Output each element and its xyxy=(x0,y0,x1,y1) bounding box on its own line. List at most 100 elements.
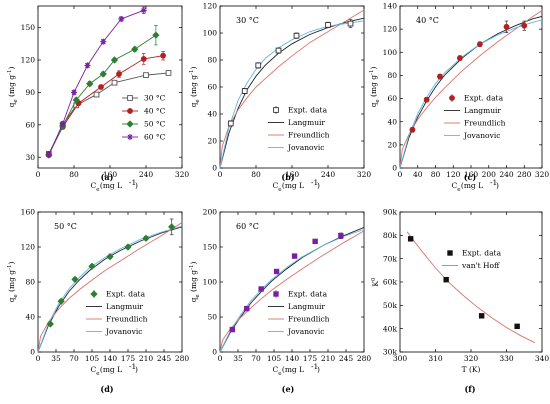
series-c50 xyxy=(45,25,160,159)
y-tick-label: 120 xyxy=(203,2,218,11)
expt-point xyxy=(258,286,264,292)
y-tick-label: 0 xyxy=(212,348,217,357)
x-tick-label: 120 xyxy=(446,170,461,179)
y-tick-label: 80 xyxy=(387,71,397,80)
x-tick-label: 160 xyxy=(103,170,118,179)
y-tick-label: 120 xyxy=(21,56,36,65)
legend-entry: van't Hoff xyxy=(461,261,500,270)
x-tick-label: 240 xyxy=(139,170,154,179)
y-tick-label: 70k xyxy=(383,254,398,263)
fit-line-langmuir xyxy=(399,15,543,169)
x-axis-label-unit: (mg L xyxy=(282,181,304,190)
y-tick-label: 200 xyxy=(203,208,218,217)
fit-line-freundlich xyxy=(219,230,365,353)
legend-marker xyxy=(273,291,279,297)
legend-entry: Expt. data xyxy=(464,94,504,103)
expt-point xyxy=(227,120,234,127)
data-point xyxy=(116,71,122,77)
x-tick-label: 310 xyxy=(428,354,443,363)
expt-point xyxy=(88,262,96,270)
legend-entry: Expt. data xyxy=(106,290,146,299)
x-tick-label: 35 xyxy=(233,354,243,363)
fit-line-freundlich xyxy=(37,222,183,353)
x-tick-label: 300 xyxy=(393,354,408,363)
y-tick-label: 60 xyxy=(25,120,35,129)
legend-marker xyxy=(447,250,453,256)
data-point xyxy=(143,72,149,78)
y-axis-label: qe (mg g-1) xyxy=(7,262,19,303)
x-tick-label: 245 xyxy=(157,354,172,363)
y-tick-label: 160 xyxy=(21,208,36,217)
y-tick-label: 50 xyxy=(207,313,217,322)
legend-marker xyxy=(127,95,133,101)
panel-label: (a) xyxy=(101,172,114,182)
y-tick-label: 20 xyxy=(387,140,397,149)
legend-marker xyxy=(127,108,133,114)
legend-entry: Freundlich xyxy=(288,315,330,324)
data-point xyxy=(152,31,160,39)
x-tick-label: 240 xyxy=(321,170,336,179)
y-tick-label: 50k xyxy=(383,301,398,310)
fit-line-freundlich xyxy=(399,10,543,169)
y-tick-label: 40 xyxy=(387,117,397,126)
data-point xyxy=(93,91,100,98)
legend-entry: Expt. data xyxy=(288,290,328,299)
x-tick-label: 35 xyxy=(51,354,61,363)
x-tick-label: 175 xyxy=(121,354,136,363)
y-tick-label: 30 xyxy=(25,153,35,162)
y-axis-label: qe (mg g-1) xyxy=(7,67,19,108)
data-point xyxy=(59,120,66,127)
x-axis-label-unit: (mg L xyxy=(282,365,304,374)
x-axis-label-close: ) xyxy=(496,181,499,190)
x-tick-label: 40 xyxy=(413,170,423,179)
x-tick-label: 280 xyxy=(175,354,190,363)
expt-point xyxy=(437,73,443,80)
y-tick-label: 40 xyxy=(207,110,217,119)
legend-entry: Freundlich xyxy=(464,119,506,128)
series-line xyxy=(48,34,157,156)
y-tick-label: 30k xyxy=(383,348,398,357)
expt-point xyxy=(46,320,54,328)
y-axis-label: qe (mg g-1) xyxy=(189,262,201,303)
expt-point xyxy=(293,32,300,39)
expt-point xyxy=(229,326,236,333)
x-tick-label: 240 xyxy=(499,170,514,179)
panel-label: (f) xyxy=(464,384,475,394)
y-axis-label: qe (mg g-1) xyxy=(369,67,381,108)
plot-frame xyxy=(37,5,183,169)
x-tick-label: 80 xyxy=(431,170,441,179)
x-axis-label: Ce xyxy=(272,181,281,193)
y-tick-label: 120 xyxy=(21,243,36,252)
expt-point xyxy=(124,243,132,251)
x-tick-label: 245 xyxy=(339,354,354,363)
y-tick-label: 60 xyxy=(387,94,397,103)
x-axis-label-unit: (mg L xyxy=(461,181,483,190)
x-axis-label: T (K) xyxy=(462,365,481,374)
chart-panel-5: 0 35 70 105 140 175 210 245 280 0 50 100 150 200 Ce (m… xyxy=(189,208,371,394)
y-tick-label: 40k xyxy=(383,324,398,333)
y-tick-label: 100 xyxy=(203,29,218,38)
fit-line-jovanovic xyxy=(219,229,365,353)
data-point xyxy=(160,52,166,59)
expt-point xyxy=(503,23,510,30)
x-tick-label: 0 xyxy=(398,170,403,179)
expt-point xyxy=(514,323,520,330)
plot-frame xyxy=(399,211,543,353)
x-tick-label: 330 xyxy=(499,354,514,363)
y-tick-label: 80k xyxy=(383,231,398,240)
data-point xyxy=(84,62,91,69)
expt-point xyxy=(338,233,344,239)
data-point xyxy=(140,7,147,14)
legend-entry: Langmuir xyxy=(106,302,143,311)
x-tick-label: 80 xyxy=(251,170,261,179)
expt-point xyxy=(521,22,528,29)
x-tick-label: 0 xyxy=(36,170,41,179)
legend-marker xyxy=(449,95,455,101)
panel-label: (b) xyxy=(281,172,294,182)
expt-point xyxy=(457,55,463,61)
y-tick-label: 100 xyxy=(383,48,398,57)
data-point xyxy=(99,70,107,78)
x-axis-label: Ce xyxy=(90,365,99,377)
x-axis-label-exp: -1 xyxy=(490,178,497,187)
data-point xyxy=(165,70,172,76)
